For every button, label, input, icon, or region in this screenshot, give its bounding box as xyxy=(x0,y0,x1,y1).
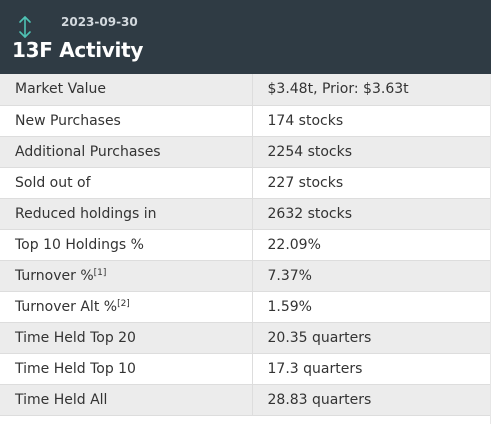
row-value: 20.35 quarters xyxy=(252,322,490,354)
row-label-text: Time Held Top 10 xyxy=(15,360,136,377)
table-row: Time Held Top 10 17.3 quarters xyxy=(0,353,490,385)
row-label: Time Held Top 10 xyxy=(0,353,253,385)
table-row: Additional Purchases 2254 stocks xyxy=(0,136,490,168)
row-label: Time Held All xyxy=(0,384,253,416)
row-label-text: Time Held Top 20 xyxy=(15,329,136,346)
row-value: 22.09% xyxy=(252,229,490,261)
row-label: Turnover Alt %[2] xyxy=(0,291,253,323)
table-row: Time Held Top 20 20.35 quarters xyxy=(0,322,490,354)
row-value: 2632 stocks xyxy=(252,198,490,230)
row-label-text: Turnover % xyxy=(15,267,94,284)
row-label: Sold out of xyxy=(0,167,253,199)
table-row: Turnover Alt %[2] 1.59% xyxy=(0,291,490,323)
row-value: 174 stocks xyxy=(252,105,490,137)
row-label-text: Reduced holdings in xyxy=(15,205,157,222)
row-label-text: Market Value xyxy=(15,81,107,98)
row-label: New Purchases xyxy=(0,105,253,137)
table-row: Time Held All 28.83 quarters xyxy=(0,384,490,416)
table-row: Reduced holdings in 2632 stocks xyxy=(0,198,490,230)
row-value: 227 stocks xyxy=(252,167,490,199)
table-row: Sold out of 227 stocks xyxy=(0,167,490,199)
card-header: 2023-09-30 13F Activity xyxy=(0,0,491,74)
footnote-link[interactable]: [1] xyxy=(93,267,107,278)
table-row: Market Value $3.48t, Prior: $3.63t xyxy=(0,74,490,106)
table-row: Turnover %[1] 7.37% xyxy=(0,260,490,292)
row-value: 28.83 quarters xyxy=(252,384,490,416)
row-label-text: Time Held All xyxy=(15,391,108,408)
row-label: Turnover %[1] xyxy=(0,260,253,292)
row-label: Time Held Top 20 xyxy=(0,322,253,354)
report-date: 2023-09-30 xyxy=(61,15,138,29)
row-label: Top 10 Holdings % xyxy=(0,229,253,261)
row-value: 17.3 quarters xyxy=(252,353,490,385)
footnote-link[interactable]: [2] xyxy=(117,298,130,309)
row-value: $3.48t, Prior: $3.63t xyxy=(252,74,490,106)
row-label: Reduced holdings in xyxy=(0,198,253,230)
row-label-text: Top 10 Holdings % xyxy=(15,236,144,253)
row-label: Market Value xyxy=(0,74,253,106)
table-row: New Purchases 174 stocks xyxy=(0,105,490,137)
activity-table: Market Value $3.48t, Prior: $3.63t New Pur… xyxy=(0,74,490,416)
card-title: 13F Activity xyxy=(12,38,144,62)
row-value: 7.37% xyxy=(252,260,490,292)
up-down-arrow-icon[interactable] xyxy=(14,14,36,40)
row-value: 1.59% xyxy=(252,291,490,323)
row-value: 2254 stocks xyxy=(252,136,490,168)
row-label-text: Additional Purchases xyxy=(15,143,161,160)
row-label-text: Turnover Alt % xyxy=(15,298,118,315)
row-label: Additional Purchases xyxy=(0,136,253,168)
table-row: Top 10 Holdings % 22.09% xyxy=(0,229,490,261)
row-label-text: New Purchases xyxy=(15,112,121,129)
row-label-text: Sold out of xyxy=(15,174,91,191)
